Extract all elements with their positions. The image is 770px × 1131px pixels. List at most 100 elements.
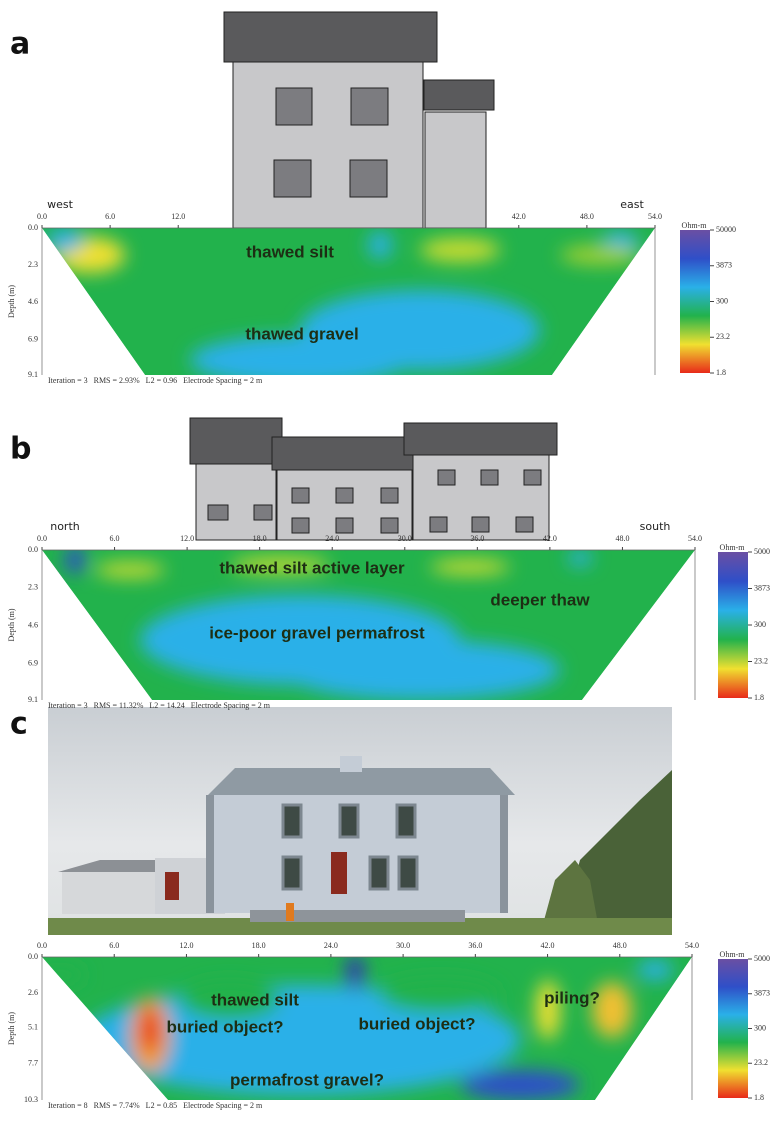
x-tick-label: 48.0 (580, 212, 594, 221)
x-tick-label: 42.0 (512, 212, 526, 221)
panel-label: c (10, 707, 28, 742)
scale-tick-label: 1.8 (754, 1093, 764, 1102)
annotation: thawed silt active layer (219, 558, 405, 577)
x-tick-label: 0.0 (37, 212, 47, 221)
x-tick-label: 42.0 (543, 534, 557, 543)
resistivity-zone (637, 960, 673, 980)
building-drawing-b (190, 418, 557, 540)
x-tick-label: 18.0 (252, 941, 266, 950)
building-photo (48, 707, 672, 935)
resistivity-zone (95, 562, 165, 578)
scale-tick-label: 23.2 (754, 656, 768, 665)
scale-tick-label: 300 (716, 296, 728, 305)
x-tick-label: 6.0 (110, 534, 120, 543)
annotation: buried object? (166, 1017, 283, 1036)
annotation: thawed silt (246, 242, 334, 261)
scale-title: Ohm-m (682, 221, 708, 230)
inversion-stats: Iteration = 8 RMS = 7.74% L2 = 0.85 Elec… (48, 1101, 263, 1110)
scale-tick-label: 1.8 (716, 368, 726, 377)
y-tick-label: 6.9 (28, 659, 38, 668)
x-tick-label: 36.0 (468, 941, 482, 950)
scale-tick-label: 300 (754, 1023, 766, 1032)
depth-axis-label: Depth (m) (7, 608, 16, 641)
scale-tick-label: 23.2 (754, 1058, 768, 1067)
direction-label: west (47, 198, 73, 211)
inversion-stats: Iteration = 3 RMS = 2.93% L2 = 0.96 Elec… (48, 376, 263, 385)
scale-tick-label: 3873 (754, 583, 770, 592)
annotation: ice-poor gravel permafrost (209, 623, 425, 642)
resistivity-zone (430, 559, 510, 575)
resistivity-zone (560, 245, 640, 265)
color-scale (680, 230, 710, 373)
y-tick-label: 4.6 (28, 297, 38, 306)
panel-label: a (10, 27, 30, 62)
resistivity-zone (35, 965, 85, 985)
x-tick-label: 0.0 (37, 534, 47, 543)
scale-tick-label: 50000 (716, 225, 736, 234)
y-tick-label: 4.6 (28, 621, 38, 630)
annotation: piling? (544, 988, 600, 1007)
x-tick-label: 6.0 (109, 941, 119, 950)
y-tick-label: 0.0 (28, 952, 38, 961)
scale-tick-label: 50000 (754, 954, 770, 963)
x-tick-label: 54.0 (688, 534, 702, 543)
inversion-stats: Iteration = 3 RMS = 11.32% L2 = 14.24 El… (48, 701, 271, 710)
scale-tick-label: 1.8 (754, 693, 764, 702)
annotation: thawed silt (211, 990, 299, 1009)
scale-title: Ohm-m (720, 950, 746, 959)
x-tick-label: 54.0 (648, 212, 662, 221)
x-tick-label: 42.0 (541, 941, 555, 950)
y-tick-label: 2.3 (28, 260, 38, 269)
resistivity-zone (460, 1070, 580, 1100)
direction-label: north (50, 520, 80, 533)
x-tick-label: 48.0 (613, 941, 627, 950)
annotation: permafrost gravel? (230, 1070, 384, 1089)
x-tick-label: 0.0 (37, 941, 47, 950)
x-tick-label: 36.0 (470, 534, 484, 543)
y-tick-label: 9.1 (28, 695, 38, 704)
x-tick-label: 30.0 (396, 941, 410, 950)
depth-axis-label: Depth (m) (7, 1012, 16, 1045)
color-scale (718, 552, 748, 698)
y-tick-label: 9.1 (28, 370, 38, 379)
resistivity-section (42, 228, 655, 385)
resistivity-zone (140, 1008, 160, 1052)
y-tick-label: 2.6 (28, 988, 38, 997)
y-tick-label: 5.1 (28, 1023, 38, 1032)
direction-label: south (640, 520, 671, 533)
x-tick-label: 30.0 (398, 534, 412, 543)
resistivity-zone (368, 231, 392, 259)
scale-tick-label: 3873 (754, 989, 770, 998)
resistivity-zone (380, 977, 500, 1013)
x-tick-label: 6.0 (105, 212, 115, 221)
scale-tick-label: 23.2 (716, 332, 730, 341)
y-tick-label: 2.3 (28, 583, 38, 592)
x-tick-label: 54.0 (685, 941, 699, 950)
color-scale (718, 959, 748, 1098)
scale-title: Ohm-m (720, 543, 746, 552)
scale-tick-label: 50000 (754, 547, 770, 556)
panel-label: b (10, 432, 31, 467)
resistivity-zone (47, 228, 83, 252)
building-drawing-a (224, 12, 494, 228)
y-tick-label: 7.7 (28, 1059, 38, 1068)
y-tick-label: 0.0 (28, 223, 38, 232)
x-tick-label: 24.0 (324, 941, 338, 950)
resistivity-zone (420, 238, 500, 262)
figure: a west east 0.0 6.0 12.0 42.0 48.0 54.0 0.0 2.3 4.6… (0, 0, 770, 1131)
scale-tick-label: 300 (754, 620, 766, 629)
x-tick-label: 24.0 (325, 534, 339, 543)
scale-tick-label: 3873 (716, 261, 732, 270)
y-tick-label: 6.9 (28, 334, 38, 343)
y-tick-label: 0.0 (28, 545, 38, 554)
resistivity-zone (280, 640, 560, 700)
x-tick-label: 12.0 (171, 212, 185, 221)
annotation: deeper thaw (490, 590, 590, 609)
y-tick-label: 10.3 (24, 1095, 38, 1104)
x-tick-label: 12.0 (179, 941, 193, 950)
annotation: thawed gravel (245, 324, 358, 343)
x-tick-label: 18.0 (253, 534, 267, 543)
annotation: buried object? (358, 1014, 475, 1033)
direction-label: east (620, 198, 644, 211)
resistivity-zone (345, 954, 365, 990)
